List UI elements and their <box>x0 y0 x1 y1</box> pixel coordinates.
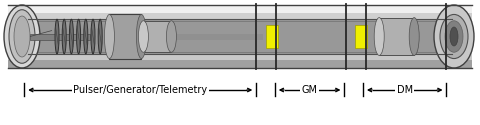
Ellipse shape <box>77 19 81 54</box>
Bar <box>8 49 472 60</box>
Ellipse shape <box>91 19 95 54</box>
Ellipse shape <box>445 21 463 52</box>
Text: GM: GM <box>301 85 318 95</box>
Bar <box>144 21 171 52</box>
Ellipse shape <box>167 21 177 52</box>
Ellipse shape <box>409 18 419 55</box>
Ellipse shape <box>450 27 458 46</box>
Ellipse shape <box>136 14 146 59</box>
Ellipse shape <box>98 19 102 54</box>
Ellipse shape <box>70 19 73 54</box>
Bar <box>109 14 142 59</box>
Bar <box>8 5 472 12</box>
Bar <box>8 24 472 49</box>
PathPatch shape <box>30 30 52 36</box>
Bar <box>8 5 472 68</box>
Ellipse shape <box>14 16 30 57</box>
Bar <box>8 60 472 68</box>
Bar <box>28 19 452 54</box>
Ellipse shape <box>9 10 35 63</box>
Ellipse shape <box>434 5 474 68</box>
Bar <box>171 34 263 40</box>
Bar <box>30 34 90 40</box>
Ellipse shape <box>138 21 148 52</box>
Ellipse shape <box>62 19 66 54</box>
Text: Pulser/Generator/Telemetry: Pulser/Generator/Telemetry <box>73 85 207 95</box>
Bar <box>379 18 414 55</box>
Bar <box>8 12 472 24</box>
Text: DM: DM <box>396 85 413 95</box>
Ellipse shape <box>4 5 40 68</box>
Ellipse shape <box>374 18 384 55</box>
Bar <box>355 26 367 48</box>
Ellipse shape <box>105 14 114 59</box>
Bar <box>265 26 277 48</box>
Ellipse shape <box>440 14 468 59</box>
Ellipse shape <box>84 19 88 54</box>
Ellipse shape <box>55 19 59 54</box>
